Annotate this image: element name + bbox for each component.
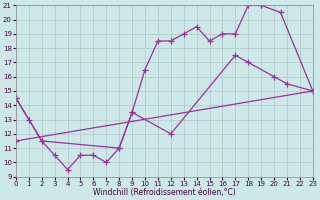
X-axis label: Windchill (Refroidissement éolien,°C): Windchill (Refroidissement éolien,°C) — [93, 188, 236, 197]
